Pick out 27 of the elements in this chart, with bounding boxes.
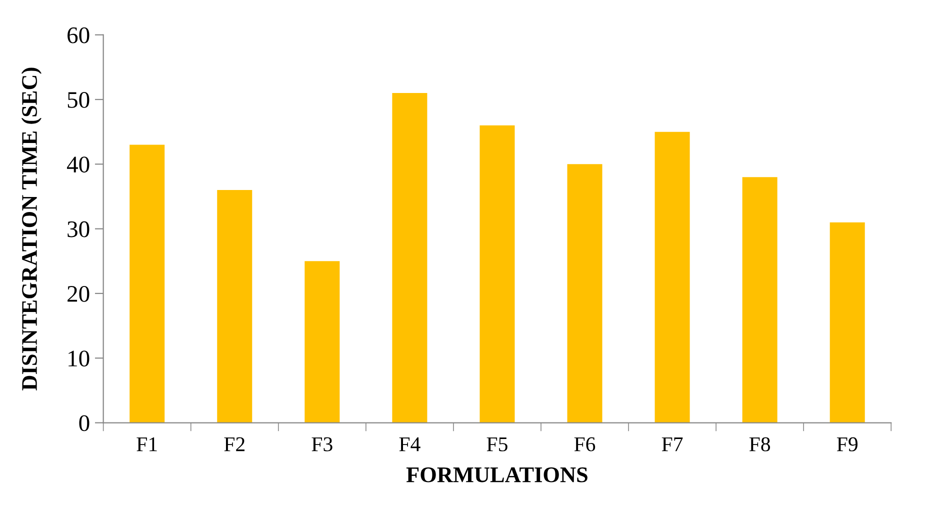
bar [304, 261, 340, 423]
x-tick-label: F8 [749, 437, 770, 452]
x-tick-label: F1 [136, 437, 157, 452]
x-tick-label: F6 [574, 437, 596, 452]
x-tick-label: F7 [662, 437, 683, 452]
y-tick-label: 40 [66, 156, 90, 173]
bar [567, 164, 602, 423]
y-tick-label: 30 [68, 221, 90, 238]
y-tick-label: 50 [68, 92, 90, 108]
bar [830, 222, 865, 423]
y-tick-label: 20 [68, 286, 90, 302]
y-tick-label: 0 [79, 415, 90, 432]
bar [654, 132, 690, 423]
bar [392, 93, 428, 423]
x-tick-label: F2 [224, 437, 244, 452]
bar [480, 125, 515, 423]
y-axis-title: DISINTEGRATION TIME (SEC) [21, 68, 42, 390]
x-tick-label: F5 [486, 437, 508, 452]
x-axis-title: FORMULATIONS [406, 467, 588, 482]
x-tick-label: F9 [836, 437, 858, 452]
y-tick-label: 60 [68, 27, 90, 44]
bar [217, 190, 252, 423]
bar [130, 144, 165, 423]
x-tick-label: F4 [399, 437, 420, 452]
y-tick-label: 10 [68, 350, 90, 367]
bar [742, 177, 778, 423]
x-tick-label: F3 [312, 437, 332, 452]
